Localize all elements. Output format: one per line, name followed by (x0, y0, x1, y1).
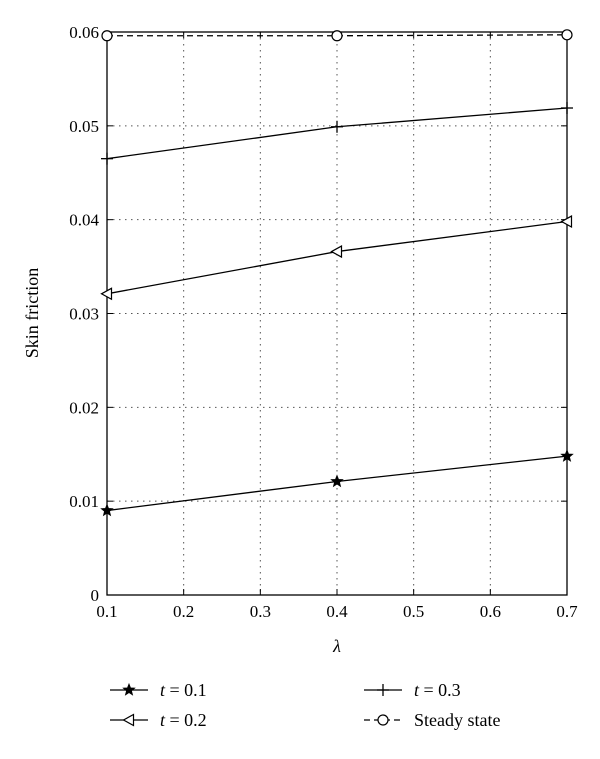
series-group (100, 29, 574, 517)
legend-label: t = 0.2 (160, 710, 207, 730)
y-tick-label: 0 (91, 586, 100, 605)
series-1-point (100, 503, 114, 517)
x-tick-label: 0.6 (480, 602, 501, 621)
series-4-point (101, 30, 113, 42)
x-tick-label: 0.2 (173, 602, 194, 621)
y-tick-label: 0.02 (69, 398, 99, 417)
series-2-point (560, 215, 573, 229)
legend-entry-4: Steady state (364, 710, 500, 730)
series-2-point (100, 287, 113, 301)
legend-marker (122, 682, 136, 696)
series-3-point (101, 152, 113, 165)
series-2-point (330, 245, 343, 259)
y-tick-label: 0.05 (69, 117, 99, 136)
y-axis-label: Skin friction (22, 268, 42, 359)
x-tick-label: 0.4 (326, 602, 348, 621)
legend-entry-2: t = 0.2 (110, 710, 207, 730)
series-3-point (331, 120, 343, 133)
axis-ticks: 0.1 0.2 0.3 0.4 0.5 0.6 0.7 0 0.01 0.02 0.03 0.04 0.… (69, 23, 578, 621)
x-tick-label: 0.1 (96, 602, 117, 621)
x-tick-label: 0.3 (250, 602, 271, 621)
legend: t = 0.1 t = 0.2 t = 0.3 Steady state (110, 680, 500, 730)
series-line-2 (106, 220, 568, 295)
legend-marker (122, 713, 135, 727)
legend-marker (377, 684, 389, 696)
series-4-point (331, 30, 343, 42)
series-3-point (561, 102, 573, 115)
x-tick-label: 0.5 (403, 602, 424, 621)
legend-entry-3: t = 0.3 (364, 680, 461, 700)
x-tick-label: 0.7 (556, 602, 578, 621)
series-4-point (561, 29, 573, 41)
legend-marker (377, 714, 389, 726)
series-line-3 (106, 107, 568, 160)
y-tick-label: 0.06 (69, 23, 99, 42)
x-axis-label: λ (332, 636, 341, 656)
series-1-point (560, 449, 574, 462)
y-tick-label: 0.03 (69, 305, 99, 324)
legend-label: Steady state (414, 710, 500, 730)
y-tick-label: 0.04 (69, 211, 99, 230)
grid (107, 32, 567, 595)
legend-entry-1: t = 0.1 (110, 680, 207, 700)
legend-label: t = 0.3 (414, 680, 461, 700)
legend-label: t = 0.1 (160, 680, 207, 700)
y-tick-label: 0.01 (69, 492, 99, 511)
series-1-point (330, 474, 344, 488)
